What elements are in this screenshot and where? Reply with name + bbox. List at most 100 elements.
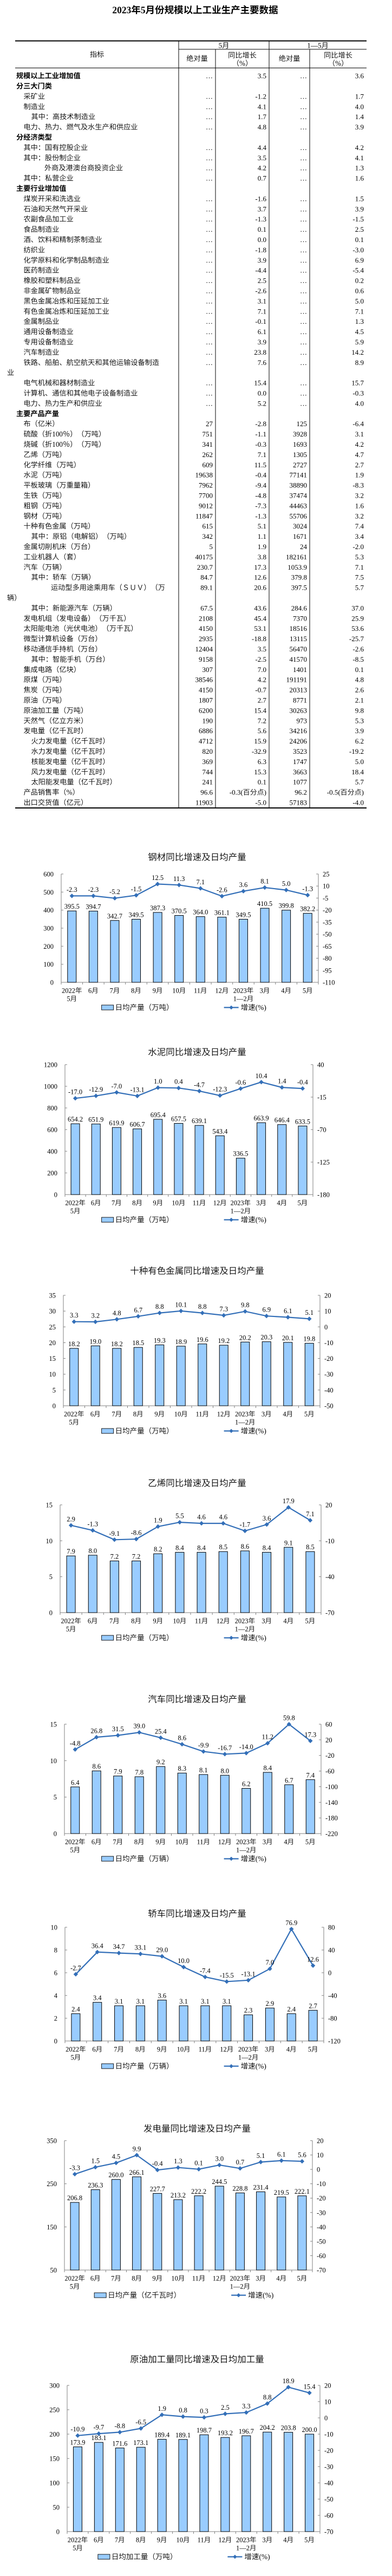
svg-text:-80: -80: [323, 955, 332, 962]
svg-text:10: 10: [323, 883, 330, 890]
svg-text:太阳能发电量（亿千瓦时）: 太阳能发电量（亿千瓦时）: [31, 777, 117, 787]
svg-text:7.1: 7.1: [258, 307, 266, 315]
svg-text:200.0: 200.0: [302, 2426, 317, 2434]
svg-text:-3.0: -3.0: [352, 246, 364, 254]
svg-text:0: 0: [50, 979, 54, 987]
svg-text:…: …: [206, 328, 213, 336]
svg-text:-25.7: -25.7: [349, 635, 364, 643]
svg-text:-0.4: -0.4: [255, 471, 266, 479]
svg-text:4.8: 4.8: [355, 676, 364, 684]
svg-text:橡胶和塑料制品业: 橡胶和塑料制品业: [24, 275, 81, 285]
svg-text:1.1: 1.1: [258, 532, 266, 540]
svg-text:9.9: 9.9: [133, 2145, 141, 2153]
svg-text:-0.4: -0.4: [152, 2160, 164, 2168]
svg-text:3.2: 3.2: [91, 1312, 100, 1319]
svg-text:10月: 10月: [177, 2046, 191, 2053]
svg-text:10: 10: [50, 1757, 57, 1765]
svg-text:171.6: 171.6: [112, 2440, 127, 2448]
svg-text:15.4: 15.4: [304, 2383, 316, 2390]
svg-text:-125: -125: [317, 1159, 330, 1166]
svg-text:微型计算机设备（万台）: 微型计算机设备（万台）: [24, 633, 102, 643]
svg-text:1.5: 1.5: [355, 194, 364, 203]
svg-text:600: 600: [43, 871, 54, 878]
svg-text:20: 20: [324, 2382, 331, 2390]
svg-text:乙烯（万吨）: 乙烯（万吨）: [24, 449, 67, 459]
svg-text:10.0: 10.0: [178, 1957, 190, 1965]
svg-text:…: …: [300, 123, 307, 131]
svg-text:600: 600: [47, 1126, 57, 1134]
svg-text:15.3: 15.3: [254, 768, 266, 776]
svg-text:5.2: 5.2: [258, 399, 266, 407]
svg-text:53.6: 53.6: [351, 624, 364, 632]
svg-text:3.6: 3.6: [158, 1992, 166, 1999]
svg-text:…: …: [300, 174, 307, 182]
svg-text:0.1: 0.1: [258, 778, 266, 786]
svg-text:350: 350: [47, 2137, 57, 2145]
svg-text:19.2: 19.2: [218, 1337, 230, 1345]
svg-text:2.7: 2.7: [309, 2002, 317, 2010]
svg-text:11.2: 11.2: [262, 1733, 273, 1741]
svg-text:有色金属冶炼和压延加工业: 有色金属冶炼和压延加工业: [24, 305, 109, 316]
svg-text:7.1: 7.1: [306, 1510, 315, 1518]
svg-text:7.4: 7.4: [355, 522, 364, 530]
svg-text:1.9: 1.9: [154, 1517, 162, 1524]
svg-text:…: …: [206, 399, 213, 407]
svg-text:342: 342: [202, 532, 213, 540]
svg-text:4月: 4月: [283, 1411, 293, 1418]
svg-text:11月: 11月: [198, 2536, 211, 2544]
svg-text:250: 250: [47, 2180, 57, 2188]
svg-text:6月: 6月: [90, 1411, 101, 1418]
svg-text:6月: 6月: [92, 2046, 102, 2053]
svg-text:8月: 8月: [132, 2275, 142, 2282]
svg-text:5月: 5月: [70, 1208, 81, 1215]
svg-text:3.4: 3.4: [355, 532, 364, 540]
svg-text:657.5: 657.5: [171, 1116, 186, 1123]
svg-text:222.1: 222.1: [295, 2188, 310, 2195]
svg-text:-2.3: -2.3: [67, 886, 77, 894]
svg-text:189.1: 189.1: [175, 2431, 191, 2439]
svg-text:4.5: 4.5: [355, 328, 364, 336]
svg-text:-32.9: -32.9: [252, 747, 266, 755]
svg-text:4150: 4150: [199, 624, 213, 632]
svg-text:241: 241: [202, 778, 213, 786]
svg-text:0.2: 0.2: [355, 277, 364, 285]
svg-text:3.6: 3.6: [263, 1515, 271, 1522]
svg-text:18.2: 18.2: [111, 1340, 123, 1348]
svg-text:7.9: 7.9: [67, 1548, 75, 1555]
svg-text:7月: 7月: [113, 1838, 123, 1846]
svg-text:-70: -70: [317, 1126, 326, 1134]
svg-text:606.7: 606.7: [130, 1121, 145, 1129]
svg-text:11847: 11847: [195, 512, 213, 520]
svg-text:…: …: [300, 92, 307, 100]
svg-text:615: 615: [202, 522, 213, 530]
svg-text:1.3: 1.3: [355, 164, 364, 172]
svg-text:-50: -50: [323, 931, 332, 938]
svg-text:硫酸（折100％）（万吨）: 硫酸（折100％）（万吨）: [24, 428, 106, 439]
svg-text:…: …: [206, 246, 213, 254]
svg-text:20.1: 20.1: [282, 1334, 294, 1342]
svg-text:15.4: 15.4: [254, 379, 266, 387]
svg-text:8.2: 8.2: [154, 1545, 162, 1553]
svg-text:4.4: 4.4: [258, 144, 267, 152]
svg-text:17.3: 17.3: [254, 563, 266, 571]
svg-text:50: 50: [53, 2504, 60, 2512]
svg-text:4.2: 4.2: [258, 164, 266, 172]
svg-text:…: …: [206, 379, 213, 387]
svg-text:11.3: 11.3: [173, 875, 185, 883]
svg-text:20: 20: [49, 1339, 56, 1347]
svg-text:2022年: 2022年: [61, 1618, 81, 1625]
svg-text:12.5: 12.5: [152, 874, 164, 882]
svg-text:1.3: 1.3: [355, 317, 364, 325]
svg-text:4.2: 4.2: [355, 440, 364, 448]
svg-text:9月: 9月: [152, 2275, 162, 2282]
svg-text:646.4: 646.4: [275, 1117, 290, 1124]
svg-text:发电机组（发电设备）（万千瓦）: 发电机组（发电设备）（万千瓦）: [24, 612, 131, 623]
svg-text:7.2: 7.2: [132, 1553, 141, 1560]
svg-text:-50: -50: [317, 2238, 326, 2245]
svg-text:7.9: 7.9: [114, 1768, 122, 1776]
svg-text:工业机器人（套）: 工业机器人（套）: [24, 551, 81, 562]
svg-text:8771: 8771: [293, 696, 307, 705]
svg-text:11月: 11月: [195, 1618, 208, 1625]
svg-text:14.2: 14.2: [351, 348, 364, 356]
svg-text:…: …: [300, 154, 307, 162]
